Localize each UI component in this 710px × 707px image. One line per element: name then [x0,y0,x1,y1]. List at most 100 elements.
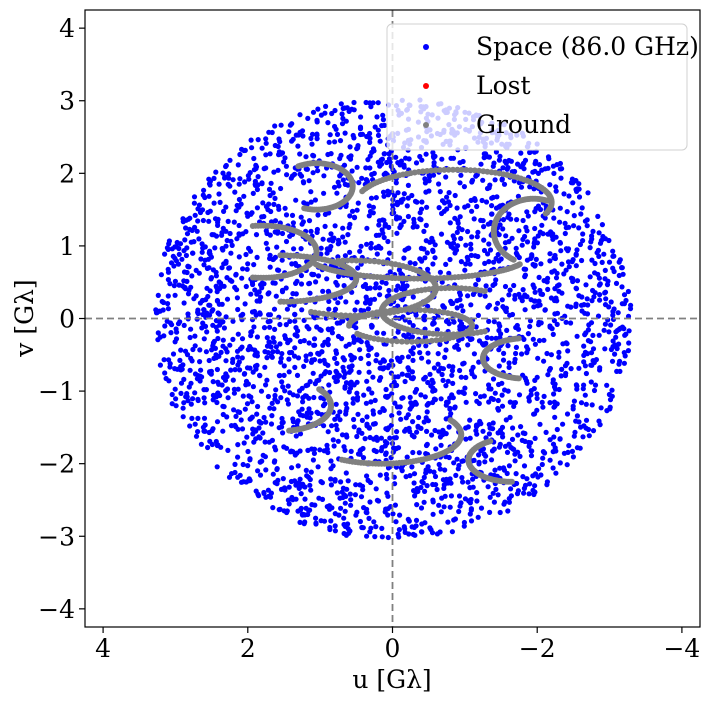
space-point [436,461,442,468]
space-point [166,357,172,363]
space-point [379,525,385,532]
space-point [268,353,275,359]
space-point [468,197,474,203]
space-point [439,156,445,162]
space-point [275,167,281,173]
space-point [294,333,300,339]
space-point [513,471,519,477]
space-point [368,297,374,303]
space-point [448,155,454,161]
space-point [358,243,364,249]
space-point [580,434,586,440]
space-point [257,373,263,379]
space-point [254,254,260,260]
space-point [220,411,226,418]
space-point [456,493,463,499]
space-point [457,503,463,509]
space-point [283,322,289,328]
space-point [582,363,589,369]
space-point [587,245,593,251]
space-point [443,383,449,389]
space-point [261,325,268,331]
space-point [514,217,520,223]
space-point [216,311,222,317]
ground-point [476,167,482,174]
space-point [496,363,502,369]
space-point [272,218,279,224]
space-point [263,152,269,158]
space-point [606,237,612,244]
space-point [379,534,385,540]
space-point [242,147,248,153]
space-point [358,494,365,500]
space-point [188,239,194,245]
space-point [206,429,212,436]
space-point [206,250,212,256]
ground-point [414,338,420,345]
space-point [473,422,480,428]
space-point [340,115,346,122]
space-point [337,138,344,144]
space-point [532,209,538,215]
space-point [214,366,220,373]
space-point [272,326,278,332]
space-point [581,343,587,349]
space-point [547,258,553,264]
space-point [556,354,562,360]
space-point [493,306,499,312]
space-point [416,450,422,456]
ground-point [338,456,345,463]
space-point [468,246,474,252]
space-point [333,350,340,356]
space-point [559,366,565,372]
space-point [496,347,502,353]
space-point [526,395,532,401]
space-point [292,318,298,324]
space-point [544,482,550,488]
space-point [411,220,417,226]
space-point [245,261,251,267]
space-point [235,306,241,313]
space-point [491,259,497,265]
space-point [206,193,212,199]
space-point [588,339,594,345]
space-point [333,126,339,132]
x-tick-label: 4 [95,634,111,663]
space-point [495,407,502,413]
space-point [513,250,520,256]
space-point [557,239,563,246]
space-point [261,213,267,220]
space-point [312,342,318,348]
space-point [236,222,242,229]
space-point [450,233,456,239]
space-point [245,463,251,469]
space-point [375,159,381,165]
space-point [348,497,354,503]
space-point [217,392,223,399]
space-point [409,432,415,438]
space-point [284,445,290,451]
space-point [340,177,346,183]
space-point [553,184,559,190]
space-point [625,288,632,295]
space-point [471,457,477,463]
space-point [609,387,615,393]
space-point [267,264,273,270]
space-point [446,190,452,196]
space-point [574,188,580,194]
space-point [399,354,405,360]
space-point [468,252,474,258]
space-point [599,259,605,265]
space-point [524,257,531,263]
space-point [487,509,493,515]
space-point [434,327,440,333]
space-point [189,415,195,421]
space-point [328,476,334,482]
space-point [214,297,220,304]
space-point [475,277,481,283]
space-point [499,392,505,398]
space-point [216,318,222,324]
space-point [292,311,298,317]
space-point [232,189,238,195]
space-point [495,251,501,258]
